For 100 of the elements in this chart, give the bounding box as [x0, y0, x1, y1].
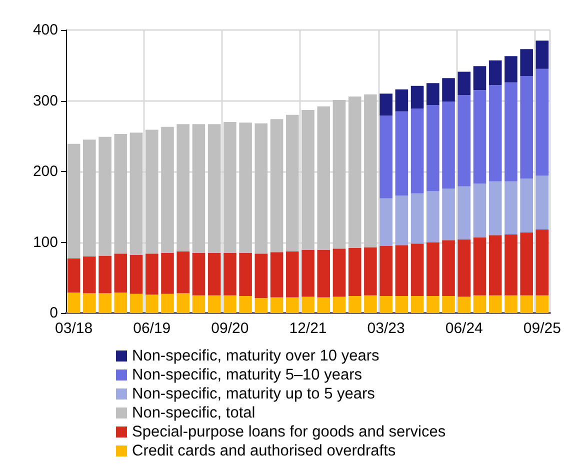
bar: [504, 82, 518, 182]
bar: [380, 94, 392, 116]
bar: [239, 296, 252, 313]
bar: [114, 292, 128, 313]
bar: [458, 296, 471, 313]
bar: [192, 252, 206, 296]
bar: [67, 144, 80, 259]
bar: [145, 294, 158, 313]
bar: [473, 237, 486, 296]
bar: [208, 295, 221, 313]
legend-label: Non-specific, maturity over 10 years: [132, 348, 380, 364]
bar: [208, 124, 221, 253]
bar: [504, 181, 518, 234]
bar: [364, 247, 377, 296]
bar: [488, 235, 502, 296]
legend-label: Non-specific, total: [132, 404, 256, 422]
bar: [458, 186, 471, 240]
bar: [270, 297, 284, 313]
bar: [380, 198, 392, 246]
bar: [114, 134, 128, 254]
bar: [364, 94, 377, 248]
bar: [254, 123, 268, 254]
bar: [130, 254, 143, 294]
bar: [348, 96, 362, 248]
bar: [145, 254, 158, 295]
bar: [98, 136, 112, 256]
bar: [520, 49, 533, 76]
bar: [67, 258, 80, 292]
bar: [161, 294, 174, 313]
bar: [488, 85, 502, 182]
bar: [395, 111, 408, 196]
bar: [130, 294, 143, 313]
x-tick-label: 06/24: [445, 320, 483, 337]
bar: [364, 295, 377, 313]
bar: [332, 296, 346, 313]
bar: [395, 245, 408, 296]
bar: [488, 181, 502, 236]
bar: [426, 242, 440, 296]
bar: [348, 248, 362, 296]
bar: [520, 178, 533, 232]
bar: [348, 296, 362, 313]
bar: [302, 250, 314, 297]
bar: [114, 254, 128, 292]
bar: [208, 252, 221, 296]
bar: [332, 100, 346, 249]
x-tick-label: 06/19: [133, 320, 171, 337]
bar: [98, 256, 112, 294]
bar: [161, 252, 174, 294]
bar: [488, 295, 502, 313]
bar: [286, 297, 299, 313]
bar: [270, 252, 284, 298]
bar: [98, 293, 112, 313]
bar: [317, 297, 330, 313]
bar: [83, 256, 96, 294]
legend-label: Credit cards and authorised overdrafts: [132, 442, 396, 460]
x-tick-label: 12/21: [289, 320, 327, 337]
bar: [536, 176, 549, 230]
bar: [473, 90, 486, 184]
bar: [332, 248, 346, 297]
bar: [395, 89, 408, 112]
bar: [426, 296, 440, 313]
bar: [458, 239, 471, 297]
bar: [458, 72, 471, 96]
bar: [176, 293, 190, 313]
bar: [224, 252, 236, 296]
bar: [286, 251, 299, 298]
bar: [380, 296, 392, 313]
bar: [536, 295, 549, 313]
bar: [192, 124, 206, 253]
bar: [536, 230, 549, 296]
bar: [224, 295, 236, 313]
bar: [254, 254, 268, 298]
bar: [410, 296, 424, 313]
x-tick-label: 09/20: [211, 320, 249, 337]
bar: [520, 76, 533, 179]
bar: [286, 114, 299, 252]
bar: [317, 106, 330, 250]
bar: [426, 191, 440, 242]
bar: [239, 122, 252, 253]
bar: [473, 66, 486, 90]
bar: [442, 240, 455, 296]
bar: [504, 56, 518, 82]
y-tick-label: 100: [32, 234, 58, 251]
bar: [426, 83, 440, 105]
y-tick-label: 0: [50, 304, 58, 322]
bar: [458, 95, 471, 186]
bar: [380, 116, 392, 198]
bar: [410, 244, 424, 296]
bar: [130, 132, 143, 255]
bar: [473, 295, 486, 313]
bar: [442, 78, 455, 102]
bar: [83, 140, 96, 256]
y-tick-label: 400: [32, 22, 58, 38]
bar: [239, 252, 252, 296]
legend-label: Non-specific, maturity up to 5 years: [132, 386, 376, 402]
bar: [410, 193, 424, 244]
y-tick-label: 300: [32, 92, 58, 110]
bar: [161, 126, 174, 253]
legend-label: Non-specific, maturity 5–10 years: [132, 366, 362, 384]
legend-label: Special-purpose loans for goods and services: [132, 424, 446, 440]
